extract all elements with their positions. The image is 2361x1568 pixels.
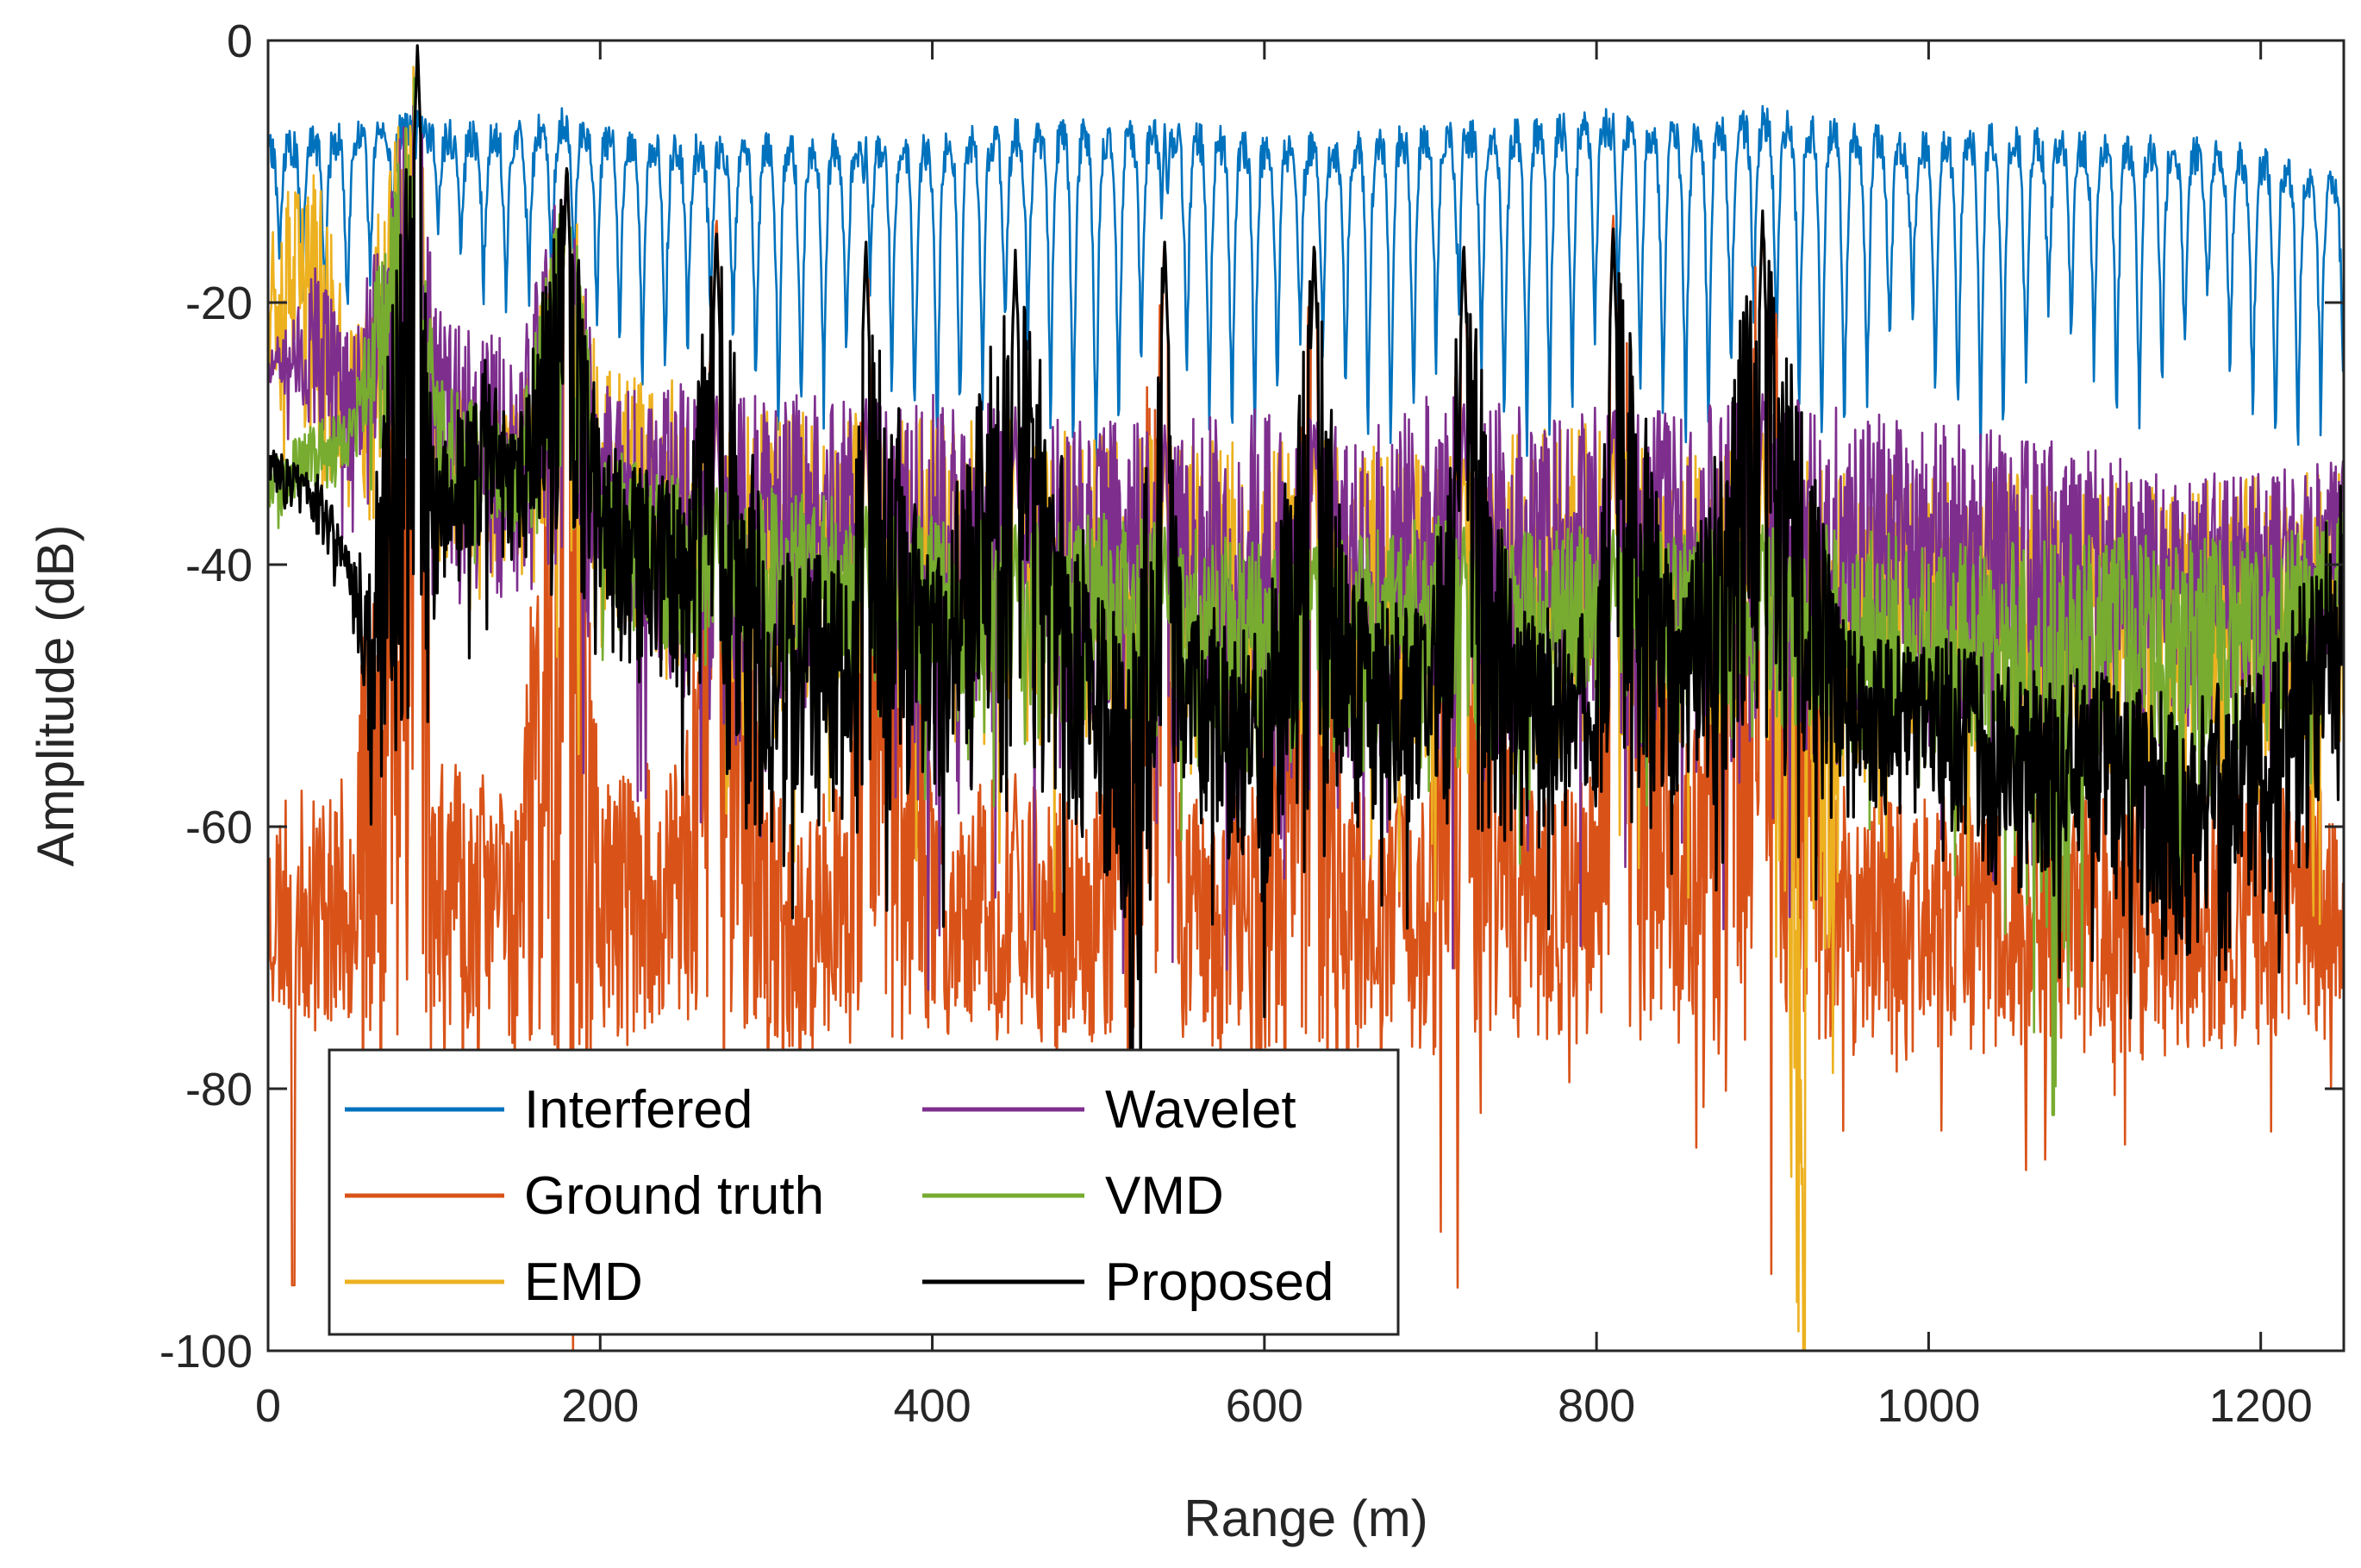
- series-layer: [268, 44, 2344, 1351]
- y-tick-label: -100: [159, 1326, 253, 1377]
- series-line-proposed: [268, 44, 2344, 1137]
- y-tick-label: -40: [185, 540, 253, 591]
- legend-box: [328, 1048, 1400, 1336]
- ticks-layer: 0 200 400 600 800 1000 1200 0 -20 -40 -60 -80 -100: [159, 16, 2344, 1432]
- x-tick-label: 200: [561, 1380, 639, 1432]
- x-tick-label: 1000: [1877, 1380, 1980, 1432]
- legend-label-wavelet: Wavelet: [1105, 1080, 1296, 1140]
- y-tick-label: -80: [185, 1064, 253, 1115]
- x-tick-label: 800: [1558, 1380, 1635, 1432]
- legend-label-emd: EMD: [524, 1253, 643, 1312]
- legend-label-ground-truth: Ground truth: [524, 1166, 824, 1226]
- legend-label-vmd: VMD: [1105, 1166, 1224, 1226]
- x-tick-label: 600: [1226, 1380, 1303, 1432]
- legend-label-interfered: Interfered: [524, 1080, 753, 1140]
- x-tick-label: 1200: [2209, 1380, 2313, 1432]
- y-tick-label: -60: [185, 802, 253, 853]
- axes-box: [266, 39, 2345, 1352]
- legend-label-proposed: Proposed: [1105, 1253, 1334, 1312]
- y-axis-label: Amplitude (dB): [27, 525, 84, 867]
- y-tick-label: -20: [185, 278, 253, 329]
- x-axis-label: Range (m): [1184, 1490, 1427, 1547]
- x-tick-label: 0: [255, 1380, 281, 1432]
- series-line-interfered: [268, 104, 2344, 469]
- y-tick-label: 0: [227, 16, 253, 67]
- legend: Interfered Ground truth EMD Wavelet VMD …: [328, 1048, 1400, 1336]
- series-line-ground-truth: [268, 44, 2344, 1351]
- x-tick-label: 400: [894, 1380, 971, 1432]
